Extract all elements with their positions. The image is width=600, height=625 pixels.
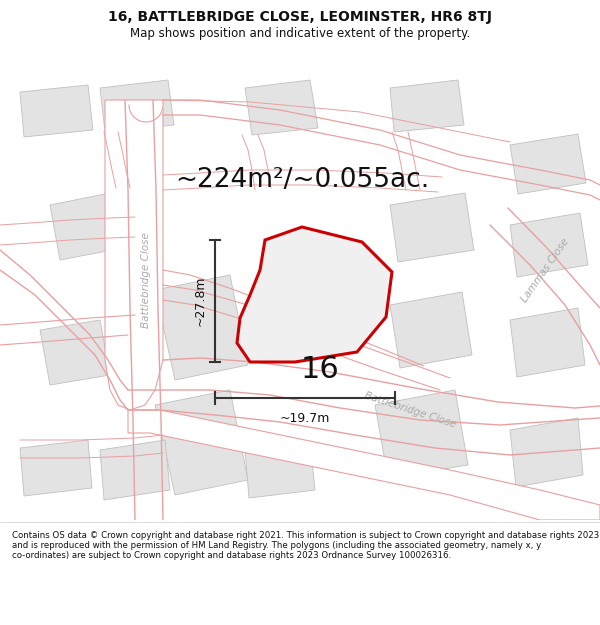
Text: ~19.7m: ~19.7m [280, 412, 330, 425]
Polygon shape [155, 390, 248, 495]
Polygon shape [510, 308, 585, 377]
Text: ~224m²/~0.055ac.: ~224m²/~0.055ac. [175, 167, 429, 193]
Polygon shape [20, 85, 93, 137]
Text: 16: 16 [301, 356, 340, 384]
Polygon shape [245, 442, 315, 498]
Text: Contains OS data © Crown copyright and database right 2021. This information is : Contains OS data © Crown copyright and d… [12, 531, 599, 560]
Polygon shape [155, 275, 248, 380]
Polygon shape [245, 80, 318, 135]
Polygon shape [390, 193, 474, 262]
Polygon shape [237, 227, 392, 362]
Polygon shape [128, 410, 600, 520]
Polygon shape [50, 190, 138, 260]
Polygon shape [100, 80, 174, 132]
Polygon shape [20, 440, 92, 496]
Polygon shape [510, 213, 588, 277]
Polygon shape [105, 100, 163, 410]
Polygon shape [510, 418, 583, 487]
Polygon shape [510, 134, 586, 194]
Polygon shape [390, 292, 472, 368]
Polygon shape [375, 390, 468, 478]
Text: Lammas Close: Lammas Close [519, 236, 571, 304]
Text: 16, BATTLEBRIDGE CLOSE, LEOMINSTER, HR6 8TJ: 16, BATTLEBRIDGE CLOSE, LEOMINSTER, HR6 … [108, 10, 492, 24]
Text: Battlebridge Close: Battlebridge Close [141, 232, 151, 328]
Text: Battlebridge Close: Battlebridge Close [363, 391, 457, 429]
Text: Map shows position and indicative extent of the property.: Map shows position and indicative extent… [130, 27, 470, 40]
Text: ~27.8m: ~27.8m [194, 276, 207, 326]
Polygon shape [390, 80, 464, 132]
Polygon shape [100, 440, 170, 500]
Polygon shape [129, 105, 163, 122]
Polygon shape [40, 320, 110, 385]
